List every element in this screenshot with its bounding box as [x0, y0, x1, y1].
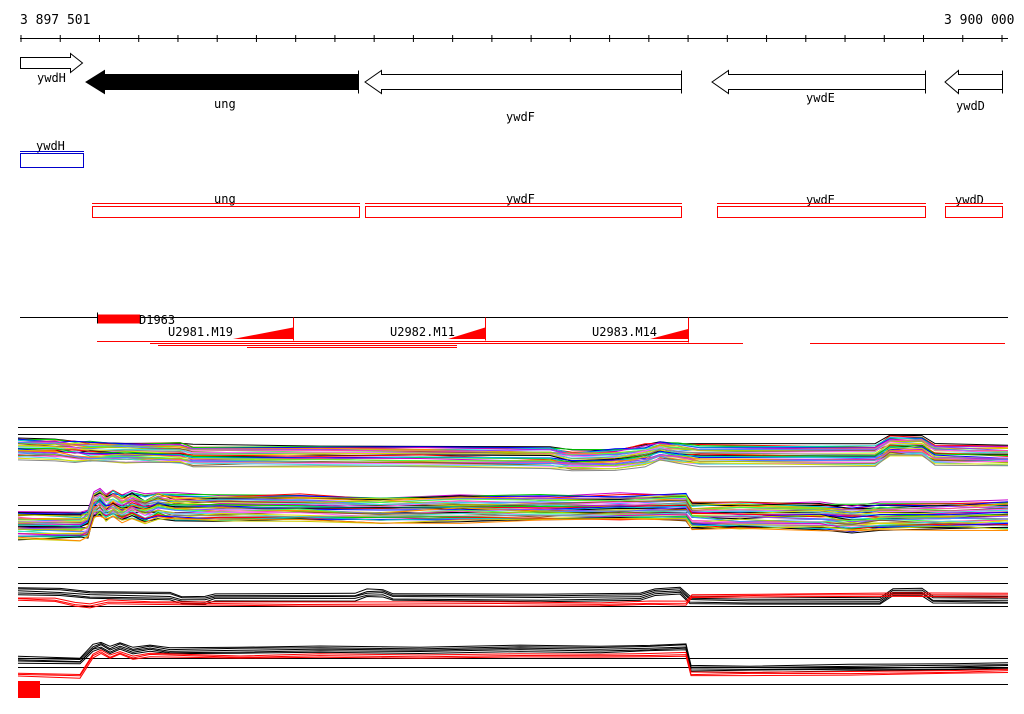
gene-arrow-label-ung: ung: [214, 97, 236, 111]
gene-arrow-ywdD[interactable]: [944, 69, 1003, 95]
red-feature-rect-ung[interactable]: [92, 206, 360, 218]
probe-block-label: D1963: [139, 313, 175, 327]
expression-trace: [17, 515, 1009, 542]
red-feature-rect-ywdE[interactable]: [717, 206, 926, 218]
probe-label-U2982-M11: U2982.M11: [390, 325, 455, 339]
gene-arrow-ywdF[interactable]: [364, 69, 682, 95]
gene-arrow-label-ywdF: ywdF: [506, 110, 535, 124]
blue-feature-label-ywdH: ywdH: [36, 139, 65, 153]
probe-track: D1963 U2981.M19 U2982.M11 U2983.M14: [20, 312, 1008, 348]
expression-panel-4: [17, 641, 1009, 698]
position-end-label: 3 900 000: [944, 13, 1014, 28]
blue-feature-rect-ywdH[interactable]: [20, 153, 84, 168]
expression-trace: [17, 651, 1009, 677]
gene-arrow-label-ywdD: ywdD: [956, 99, 985, 113]
expression-trace: [17, 641, 1009, 667]
gene-arrow-ywdH[interactable]: [20, 52, 84, 74]
expression-panel-2: [17, 487, 1009, 542]
expression-trace: [17, 445, 1009, 463]
blue-annotation-track: ywdH: [20, 139, 84, 168]
ruler-ticks: [20, 35, 1003, 42]
red-feature-rect-ywdF[interactable]: [365, 206, 682, 218]
expression-trace: [17, 649, 1009, 676]
expression-panel-3: [17, 567, 1009, 609]
red-annotation-track: ung ywdF ywdE ywdD: [92, 192, 1003, 218]
expression-panel-1: [17, 427, 1009, 472]
coordinate-ruler: [20, 35, 1008, 42]
probe-wedge-U2982-M11[interactable]: [448, 327, 485, 340]
gene-arrow-ung[interactable]: [85, 69, 359, 95]
expression-trace: [17, 644, 1009, 670]
red-feature-label-ung: ung: [214, 192, 236, 206]
expression-trace: [17, 595, 1009, 609]
expression-trace: [17, 490, 1009, 517]
track-marker-block: [18, 681, 40, 698]
expression-trace: [17, 646, 1009, 672]
expression-trace: [17, 508, 1009, 537]
probe-label-U2983-M14: U2983.M14: [592, 325, 657, 339]
probe-block-D1963[interactable]: [98, 314, 140, 324]
expression-trace: [17, 492, 1009, 516]
red-feature-rect-ywdD[interactable]: [945, 206, 1003, 218]
expression-trace: [17, 592, 1009, 605]
probe-wedge-U2983-M14[interactable]: [650, 329, 688, 339]
expression-trace: [17, 652, 1009, 679]
probe-label-U2981-M19: U2981.M19: [168, 325, 233, 339]
gene-arrow-label-ywdE: ywdE: [806, 91, 835, 105]
red-feature-label-ywdD: ywdD: [955, 193, 984, 207]
expression-trace: [17, 594, 1009, 607]
probe-wedge-U2981-M19[interactable]: [233, 327, 293, 340]
expression-trace: [17, 642, 1009, 669]
gene-arrow-label-ywdH: ywdH: [37, 71, 66, 85]
expression-trace: [17, 513, 1009, 541]
expression-trace: [17, 454, 1009, 472]
position-start-label: 3 897 501: [20, 13, 90, 28]
red-feature-label-ywdE: ywdE: [806, 193, 835, 207]
expression-trace: [17, 591, 1009, 604]
gene-arrow-track: ywdH ung ywdF ywdE ywdD: [20, 52, 1003, 124]
red-feature-label-ywdF: ywdF: [506, 192, 535, 206]
expression-trace: [17, 511, 1009, 542]
